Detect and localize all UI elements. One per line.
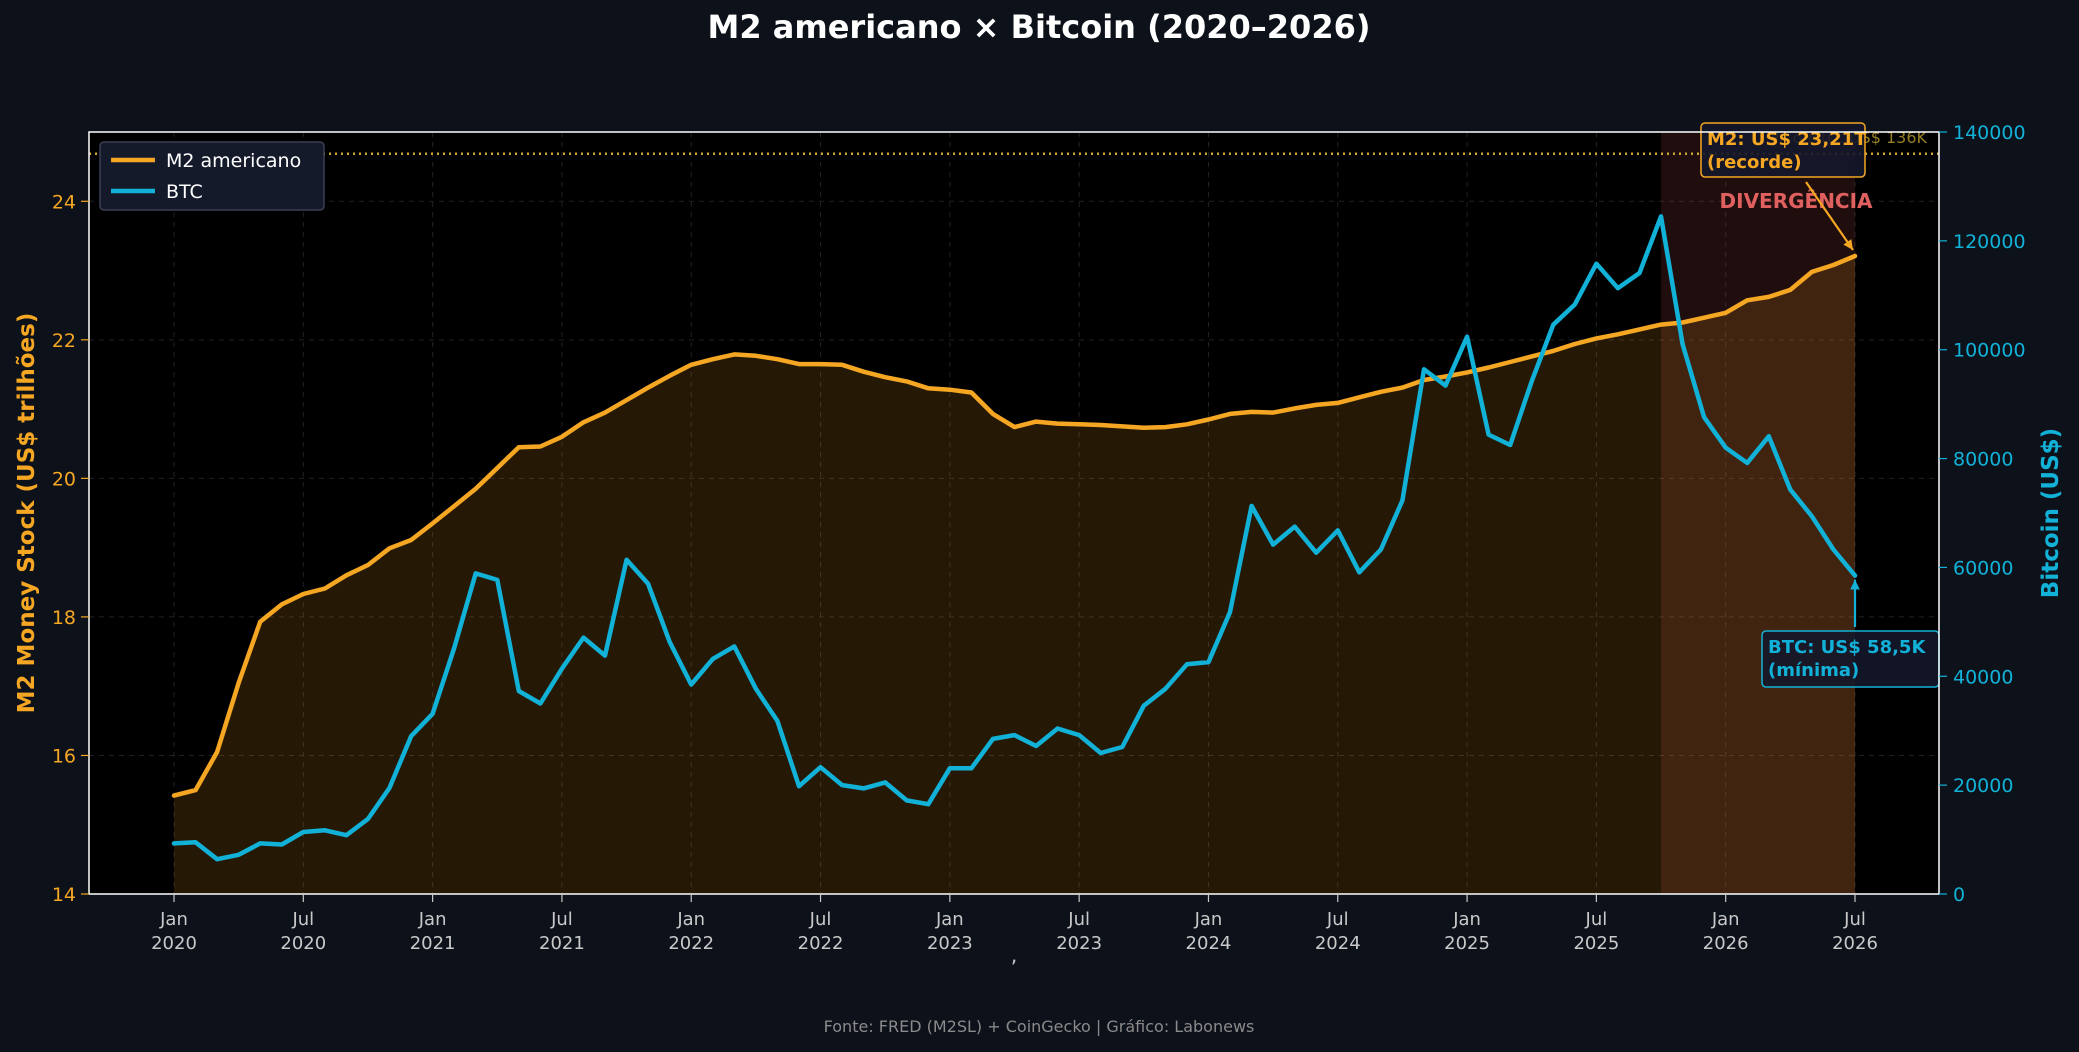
x-tick-label-month: Jul [809, 909, 832, 930]
x-tick-label-year: 2022 [668, 933, 714, 954]
x-tick-label-month: Jan [1194, 909, 1223, 930]
x-tick-label-month: Jul [550, 909, 573, 930]
grid [89, 132, 1939, 894]
chart-title: M2 americano × Bitcoin (2020–2026) [708, 8, 1371, 46]
x-tick-label-year: 2024 [1315, 933, 1361, 954]
y-axis-label-left: M2 Money Stock (US$ trilhões) [14, 313, 40, 714]
x-tick-label-month: Jan [1711, 909, 1740, 930]
legend-label-btc: BTC [166, 181, 203, 203]
m2-area-fill [174, 256, 1855, 894]
series-lines [171, 214, 1858, 862]
x-tick-label-year: 2021 [539, 933, 585, 954]
x-tick-label-month: Jul [1843, 909, 1866, 930]
y-right-tick-label: 120000 [1953, 231, 2026, 253]
y-left-tick-label: 16 [52, 745, 76, 767]
source-note: Fonte: FRED (M2SL) + CoinGecko | Gráfico… [824, 1017, 1255, 1036]
x-tick-label-month: Jan [1452, 909, 1481, 930]
y-right-tick-label: 20000 [1953, 775, 2013, 797]
x-tick-label-month: Jul [291, 909, 314, 930]
x-tick-label-month: Jan [159, 909, 188, 930]
x-axis-label: , [1011, 943, 1017, 967]
btc-annotation-arrowhead [1850, 579, 1860, 590]
x-tick-label-month: Jul [1067, 909, 1090, 930]
x-tick-label-year: 2026 [1703, 933, 1749, 954]
divergence-shade [1661, 132, 1855, 894]
annotations: M2: US$ 23,21T(recorde) BTC: US$ 58,5K(mí… [1700, 122, 1940, 688]
plot-frame [88, 131, 1940, 895]
x-tick-label-month: Jan [418, 909, 447, 930]
x-tick-label-month: Jan [676, 909, 705, 930]
x-tick-label-year: 2021 [410, 933, 456, 954]
y-left-tick-label: 18 [52, 607, 76, 629]
y-axis-label-right: Bitcoin (US$) [2038, 428, 2064, 598]
legend-box [99, 141, 325, 211]
y-left-tick-label: 14 [52, 884, 76, 906]
y-left-tick-label: 24 [52, 191, 76, 213]
x-tick-label-year: 2023 [1056, 933, 1102, 954]
m2-fill-area [174, 256, 1855, 894]
m2-annotation-arrow [1805, 181, 1854, 251]
divergence-label: DIVERGÊNCIA [1720, 189, 1874, 213]
x-tick-label-year: 2024 [1186, 933, 1232, 954]
y-right-tick-label: 60000 [1953, 557, 2013, 579]
y-right-tick-label: 0 [1953, 884, 1965, 906]
y-right-tick-label: 100000 [1953, 340, 2026, 362]
btc-annotation-note: (mínima) [1768, 660, 1859, 681]
x-tick-label-year: 2026 [1832, 933, 1878, 954]
x-tick-label-year: 2022 [798, 933, 844, 954]
x-tick-label-month: Jul [1326, 909, 1349, 930]
y-right-tick-label: 140000 [1953, 122, 2026, 144]
y-right-tick-label: 40000 [1953, 666, 2013, 688]
legend-label-m2: M2 americano [166, 150, 301, 172]
x-tick-label-month: Jul [1585, 909, 1608, 930]
m2-annotation-box [1700, 122, 1866, 178]
x-tick-label-month: Jan [935, 909, 964, 930]
divergence-region: DIVERGÊNCIA [1661, 132, 1873, 894]
m2-line [171, 253, 1858, 798]
legend: M2 americano BTC [99, 141, 325, 211]
y-left-tick-label: 20 [52, 468, 76, 490]
m2-annotation-value: M2: US$ 23,21T [1707, 129, 1867, 150]
x-tick-label-year: 2020 [280, 933, 326, 954]
x-tick-label-year: 2023 [927, 933, 973, 954]
y-left-tick-label: 22 [52, 330, 76, 352]
m2-annotation-note: (recorde) [1707, 152, 1802, 173]
x-tick-label-year: 2025 [1444, 933, 1490, 954]
m2-annotation-arrowhead [1843, 239, 1853, 250]
btc-annotation-value: BTC: US$ 58,5K [1768, 637, 1926, 658]
x-tick-label-year: 2020 [151, 933, 197, 954]
axes: Jan2020Jul2020Jan2021Jul2021Jan2022Jul20… [52, 122, 2026, 954]
x-tick-label-year: 2025 [1573, 933, 1619, 954]
y-right-tick-label: 80000 [1953, 449, 2013, 471]
btc-line [171, 214, 1858, 862]
